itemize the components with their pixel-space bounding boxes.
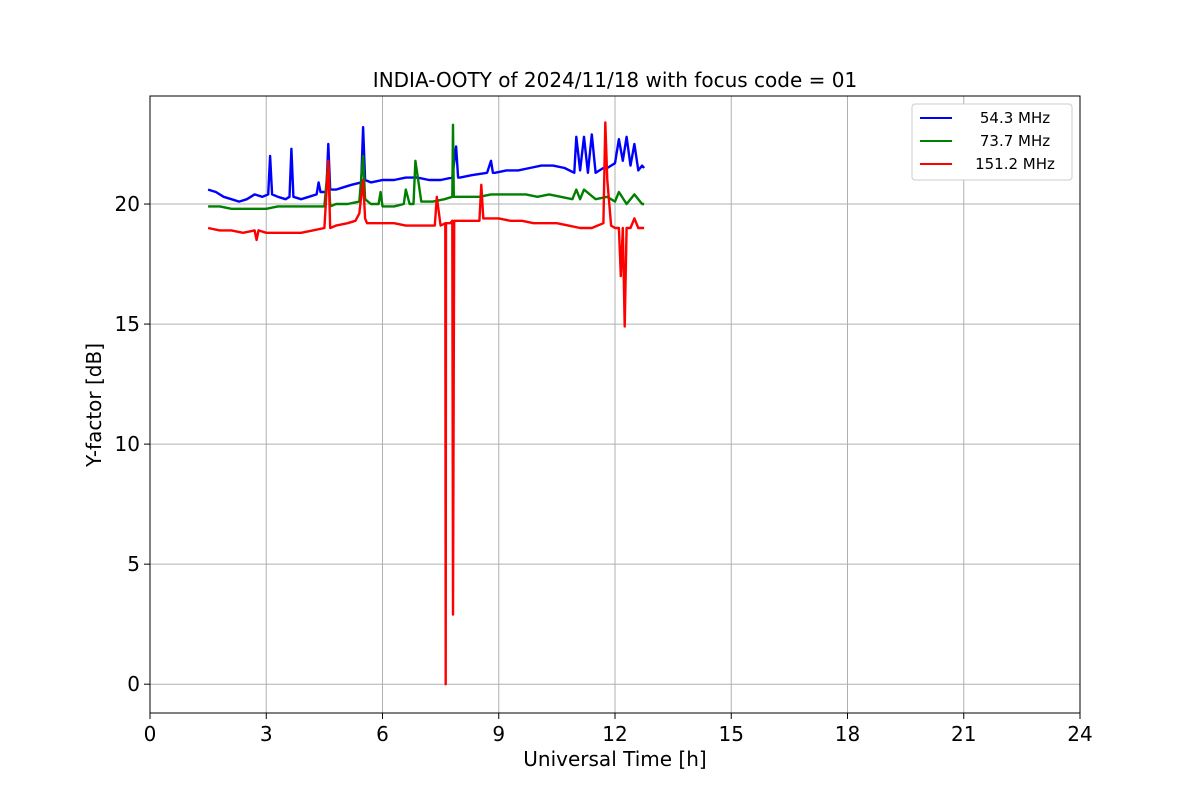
- x-tick-label: 21: [951, 722, 976, 746]
- series-lines: [207, 121, 646, 686]
- y-tick-label: 15: [115, 312, 140, 336]
- x-tick-label: 0: [144, 722, 157, 746]
- chart-title: INDIA-OOTY of 2024/11/18 with focus code…: [373, 68, 857, 92]
- y-tick-label: 0: [127, 672, 140, 696]
- legend-label-1: 73.7 MHz: [980, 132, 1050, 150]
- series-line-0: [207, 125, 646, 203]
- x-tick-label: 6: [376, 722, 389, 746]
- x-axis-label: Universal Time [h]: [523, 747, 706, 771]
- y-axis-label: Y-factor [dB]: [82, 343, 106, 468]
- y-tick-label: 10: [115, 432, 140, 456]
- y-tick-label: 20: [115, 192, 140, 216]
- x-tick-label: 3: [260, 722, 273, 746]
- x-tick-label: 24: [1067, 722, 1092, 746]
- ticks: 0 3 6 9 12 15 18 21 24 0 5 10 15 20: [115, 192, 1093, 746]
- legend-label-2: 151.2 MHz: [975, 155, 1055, 173]
- y-tick-label: 5: [127, 552, 140, 576]
- series-line-2: [207, 121, 645, 686]
- x-tick-label: 15: [719, 722, 744, 746]
- x-tick-label: 9: [492, 722, 505, 746]
- x-tick-label: 18: [835, 722, 860, 746]
- legend-label-0: 54.3 MHz: [980, 109, 1050, 127]
- series-line-1: [208, 123, 645, 211]
- x-tick-label: 12: [602, 722, 627, 746]
- legend: 54.3 MHz 73.7 MHz 151.2 MHz: [911, 103, 1073, 181]
- legend-box: [911, 103, 1073, 181]
